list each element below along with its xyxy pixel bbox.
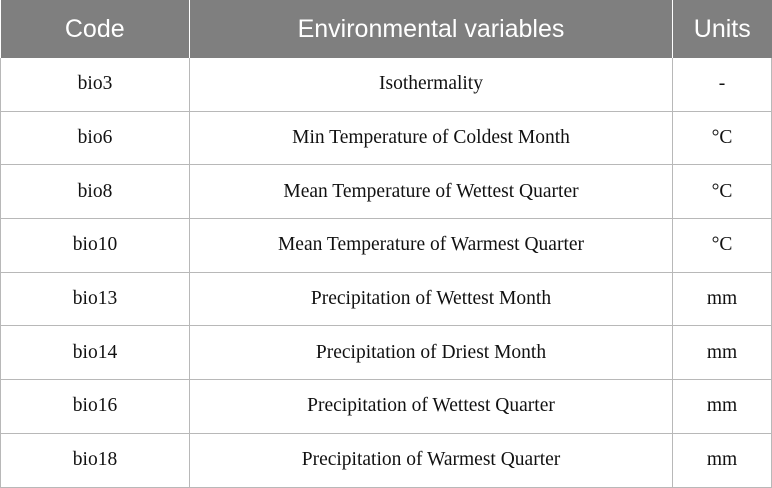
cell-units: mm xyxy=(672,433,772,488)
cell-variable: Precipitation of Wettest Month xyxy=(189,272,673,327)
header-units: Units xyxy=(672,0,772,58)
header-environmental-variables: Environmental variables xyxy=(189,0,673,58)
cell-variable: Min Temperature of Coldest Month xyxy=(189,111,673,166)
table-row: bio16 Precipitation of Wettest Quarter m… xyxy=(0,379,772,434)
cell-code: bio16 xyxy=(0,379,190,434)
cell-variable: Mean Temperature of Wettest Quarter xyxy=(189,164,673,220)
cell-variable: Precipitation of Wettest Quarter xyxy=(189,379,673,434)
cell-code: bio6 xyxy=(0,111,190,166)
table-row: bio14 Precipitation of Driest Month mm xyxy=(0,325,772,381)
cell-units: mm xyxy=(672,325,772,381)
table-header: Code Environmental variables Units xyxy=(0,0,772,58)
cell-code: bio8 xyxy=(0,164,190,220)
table-row: bio3 Isothermality - xyxy=(0,58,772,112)
cell-variable: Mean Temperature of Warmest Quarter xyxy=(189,218,673,273)
table-row: bio18 Precipitation of Warmest Quarter m… xyxy=(0,433,772,488)
cell-units: °C xyxy=(672,111,772,166)
cell-code: bio14 xyxy=(0,325,190,381)
table-row: bio8 Mean Temperature of Wettest Quarter… xyxy=(0,164,772,220)
cell-units: mm xyxy=(672,379,772,434)
cell-variable: Precipitation of Driest Month xyxy=(189,325,673,381)
cell-code: bio18 xyxy=(0,433,190,488)
cell-variable: Precipitation of Warmest Quarter xyxy=(189,433,673,488)
cell-code: bio3 xyxy=(0,58,190,112)
cell-code: bio13 xyxy=(0,272,190,327)
cell-variable: Isothermality xyxy=(189,58,673,112)
header-row: Code Environmental variables Units xyxy=(0,0,772,58)
cell-units: mm xyxy=(672,272,772,327)
table-body: bio3 Isothermality - bio6 Min Temperatur… xyxy=(0,58,772,488)
cell-units: °C xyxy=(672,218,772,273)
cell-units: - xyxy=(672,58,772,112)
cell-code: bio10 xyxy=(0,218,190,273)
cell-units: °C xyxy=(672,164,772,220)
table-row: bio13 Precipitation of Wettest Month mm xyxy=(0,272,772,327)
header-code: Code xyxy=(0,0,190,58)
table-row: bio6 Min Temperature of Coldest Month °C xyxy=(0,111,772,166)
table-row: bio10 Mean Temperature of Warmest Quarte… xyxy=(0,218,772,273)
